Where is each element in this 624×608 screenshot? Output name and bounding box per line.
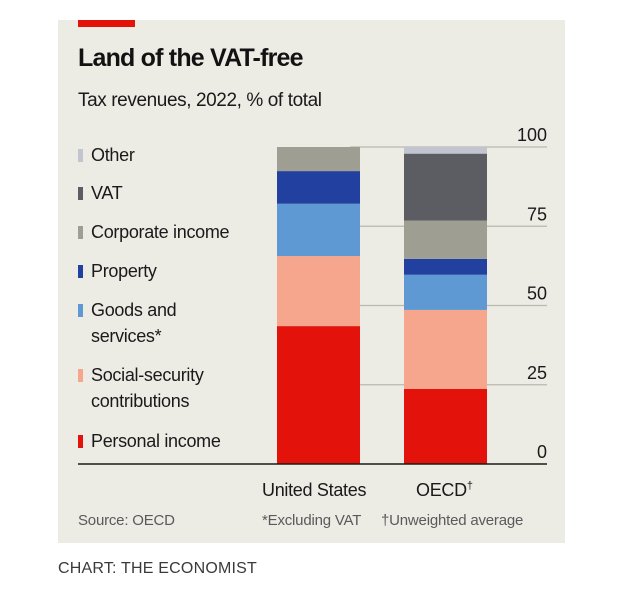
- legend-label: Goods and services*: [91, 300, 177, 346]
- bar-segment-us-corporate-income: [277, 147, 360, 172]
- legend-label: VAT: [91, 183, 123, 203]
- y-tick-label-50: 50: [527, 284, 547, 304]
- legend-swatch: [78, 149, 83, 162]
- bar-segment-us-personal-income: [277, 326, 360, 464]
- legend-label: Corporate income: [91, 222, 230, 242]
- legend-swatch: [78, 187, 83, 200]
- brand-red-tag: [78, 20, 135, 27]
- bar-segment-us-property: [277, 171, 360, 204]
- legend-item-vat: VAT: [78, 180, 251, 206]
- x-label-oecd: OECD†: [416, 480, 473, 501]
- chart-credit: CHART: THE ECONOMIST: [58, 560, 257, 577]
- bar-segment-oecd-other: [404, 147, 487, 154]
- footnote-excluding-vat: *Excluding VAT: [262, 512, 362, 529]
- legend-label: Personal income: [91, 431, 221, 451]
- x-label-oecd-text: OECD: [416, 480, 467, 500]
- legend-label: Property: [91, 261, 157, 281]
- bar-segment-oecd-goods-and-services: [404, 274, 487, 310]
- bar-segment-oecd-corporate-income: [404, 220, 487, 259]
- legend-swatch: [78, 435, 83, 448]
- legend-item-personal-income: Personal income: [78, 428, 251, 454]
- y-tick-label-100: 100: [517, 125, 547, 145]
- bar-segment-oecd-personal-income: [404, 388, 487, 464]
- bar-segment-us-social-security-contributions: [277, 256, 360, 327]
- y-tick-label-0: 0: [537, 442, 547, 462]
- legend-swatch: [78, 226, 83, 239]
- y-tick-label-25: 25: [527, 363, 547, 383]
- y-tick-label-75: 75: [527, 204, 547, 224]
- footnote-unweighted-average: †Unweighted average: [381, 512, 524, 529]
- bar-segment-oecd-vat: [404, 153, 487, 221]
- x-label-united-states: United States: [262, 480, 367, 500]
- source-note: Source: OECD: [78, 512, 175, 529]
- legend-label: Other: [91, 145, 135, 165]
- bar-segment-us-goods-and-services: [277, 203, 360, 257]
- bar-segment-oecd-property: [404, 258, 487, 275]
- legend-swatch: [78, 369, 83, 382]
- legend-swatch: [78, 304, 83, 317]
- bar-segment-oecd-social-security-contributions: [404, 309, 487, 389]
- legend-label: Social-security contributions: [91, 365, 204, 411]
- legend-swatch: [78, 265, 83, 278]
- chart-title: Land of the VAT-free: [78, 44, 304, 72]
- dagger-mark: †: [466, 480, 473, 492]
- chart-subtitle: Tax revenues, 2022, % of total: [78, 90, 322, 111]
- legend-item-corporate-income: Corporate income: [78, 219, 251, 245]
- legend-item-other: Other: [78, 142, 251, 168]
- legend-item-goods-and-services: Goods and services*: [78, 297, 201, 349]
- legend-item-property: Property: [78, 258, 251, 284]
- legend-item-social-security: Social-security contributions: [78, 362, 231, 414]
